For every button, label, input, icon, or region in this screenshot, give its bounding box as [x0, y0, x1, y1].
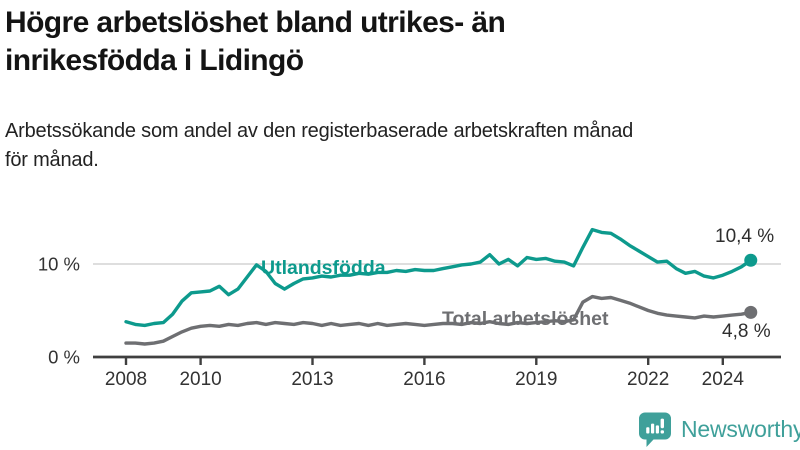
series-line-total: [124, 294, 753, 346]
end-dot-utlandsfodda: [744, 253, 758, 267]
page-title: Högre arbetslöshet bland utrikes- än inri…: [5, 4, 765, 80]
x-tick-label-2016: 2016: [403, 369, 445, 390]
subtitle-line-2: för månad.: [5, 149, 99, 171]
end-value-total: 4,8 %: [722, 321, 771, 342]
subtitle-line-1: Arbetssökande som andel av den registerb…: [5, 120, 634, 142]
end-dot-total: [744, 305, 758, 319]
chart-subtitle: Arbetssökande som andel av den registerb…: [5, 117, 785, 175]
series-label-utlandsfodda: Utlandsfödda: [261, 257, 386, 279]
newsworthy-logo-text: Newsworthy: [681, 416, 800, 442]
newsworthy-logo-link[interactable]: Newsworthy: [638, 411, 800, 448]
title-line-1: Högre arbetslöshet bland utrikes- än: [5, 6, 506, 39]
x-tick-label-2008: 2008: [105, 369, 147, 390]
x-tick-label-2013: 2013: [291, 369, 333, 390]
end-value-utlandsfodda: 10,4 %: [715, 226, 775, 247]
y-tick-label-10: 10 %: [38, 254, 80, 275]
x-tick-label-2019: 2019: [515, 369, 557, 390]
title-line-2: inrikesfödda i Lidingö: [5, 44, 304, 77]
x-tick-label-2024: 2024: [702, 369, 745, 390]
series-line-utlandsfodda: [124, 227, 753, 328]
x-tick-label-2022: 2022: [627, 369, 669, 390]
x-tick-label-2010: 2010: [179, 369, 221, 390]
series-label-total-arbetsloshet: Total arbetslöshet: [442, 308, 609, 330]
y-tick-label-0: 0 %: [48, 347, 80, 368]
header: Högre arbetslöshet bland utrikes- än inri…: [5, 4, 765, 80]
newsworthy-logo-icon: [638, 411, 672, 448]
